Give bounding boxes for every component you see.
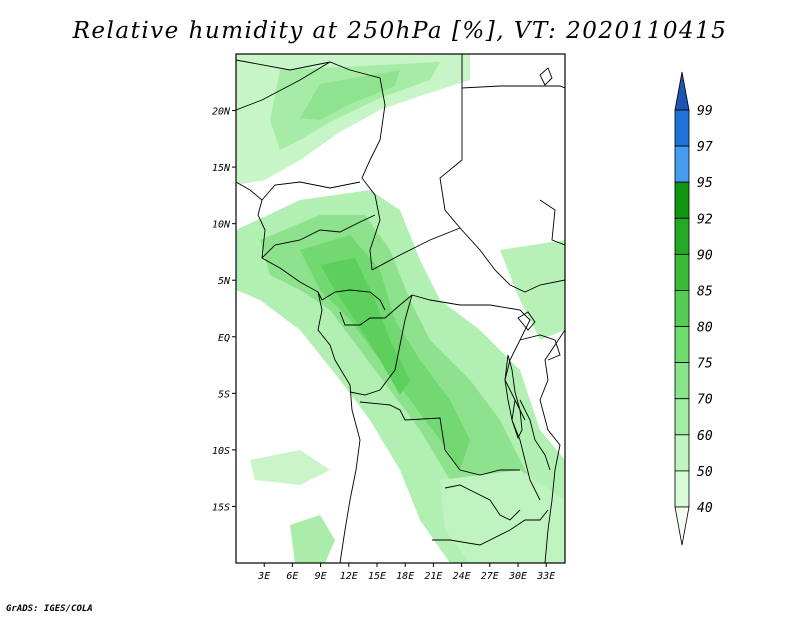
humidity-band-north-inner <box>270 62 440 150</box>
colorbar-level-label: 40 <box>697 501 713 516</box>
lon-tick-label: 3E <box>257 571 270 582</box>
lat-axis: 20N 15N 10N 5N EQ 5S 10S 15S <box>212 107 236 513</box>
lon-tick-label: 24E <box>453 571 471 582</box>
colorbar-segment <box>674 145 690 183</box>
colorbar-segment <box>674 434 690 472</box>
humidity-field <box>236 54 565 563</box>
colorbar-level-label: 95 <box>697 176 713 191</box>
colorbar-level-label: 97 <box>697 140 713 155</box>
colorbar-level-label: 50 <box>697 465 713 480</box>
credit-text: GrADS: IGES/COLA <box>6 604 93 614</box>
lat-tick-label: 15S <box>212 502 230 513</box>
lon-tick-label: 6E <box>286 571 298 582</box>
colorbar-segment <box>674 109 690 147</box>
colorbar: 40 50 60 70 75 80 85 90 92 95 97 99 <box>674 71 713 546</box>
coastline-east <box>539 329 565 563</box>
lat-tick-label: 10S <box>212 446 230 457</box>
colorbar-segment <box>674 71 690 111</box>
lat-tick-label: 5N <box>218 276 231 287</box>
colorbar-segment <box>674 253 690 291</box>
colorbar-level-label: 75 <box>697 357 713 372</box>
lon-axis: 3E 6E 9E 12E 15E 18E 21E 24E 27E 30E 33E <box>257 563 555 582</box>
lat-tick-label: 20N <box>212 107 231 118</box>
colorbar-level-label: 70 <box>697 393 713 408</box>
lon-tick-label: 9E <box>315 571 327 582</box>
colorbar-segment <box>674 217 690 255</box>
colorbar-level-label: 60 <box>697 429 713 444</box>
coastline-northeast <box>461 54 565 89</box>
colorbar-segment <box>674 326 690 364</box>
chart-title: Relative humidity at 250hPa [%], VT: 202… <box>72 18 728 44</box>
coastline-west <box>236 181 361 563</box>
lon-tick-label: 33E <box>536 571 555 582</box>
colorbar-level-label: 90 <box>697 248 713 263</box>
lon-tick-label: 21E <box>424 571 442 582</box>
colorbar-level-label: 80 <box>697 321 713 336</box>
lon-tick-label: 30E <box>508 571 527 582</box>
colorbar-level-label: 99 <box>697 104 713 119</box>
lon-tick-label: 27E <box>481 571 499 582</box>
lat-tick-label: 15N <box>212 163 231 174</box>
colorbar-segment <box>674 398 690 436</box>
lake-outline <box>504 354 523 440</box>
map-frame <box>235 53 566 564</box>
colorbar-segment <box>674 506 690 546</box>
lon-tick-label: 18E <box>396 571 414 582</box>
colorbar-segment <box>674 181 690 219</box>
lat-tick-label: EQ <box>218 333 230 344</box>
lon-tick-label: 12E <box>340 571 358 582</box>
country-borders <box>236 54 565 563</box>
lon-tick-label: 15E <box>368 571 386 582</box>
colorbar-segment <box>674 362 690 400</box>
colorbar-segment <box>674 470 690 508</box>
lat-tick-label: 5S <box>218 389 230 400</box>
map-panel: 3E 6E 9E 12E 15E 18E 21E 24E 27E 30E 33E 20N 15N 10N… <box>212 53 566 582</box>
colorbar-level-label: 92 <box>697 212 713 227</box>
lat-tick-label: 10N <box>212 220 231 231</box>
colorbar-level-label: 85 <box>697 284 713 299</box>
colorbar-segment <box>674 290 690 327</box>
